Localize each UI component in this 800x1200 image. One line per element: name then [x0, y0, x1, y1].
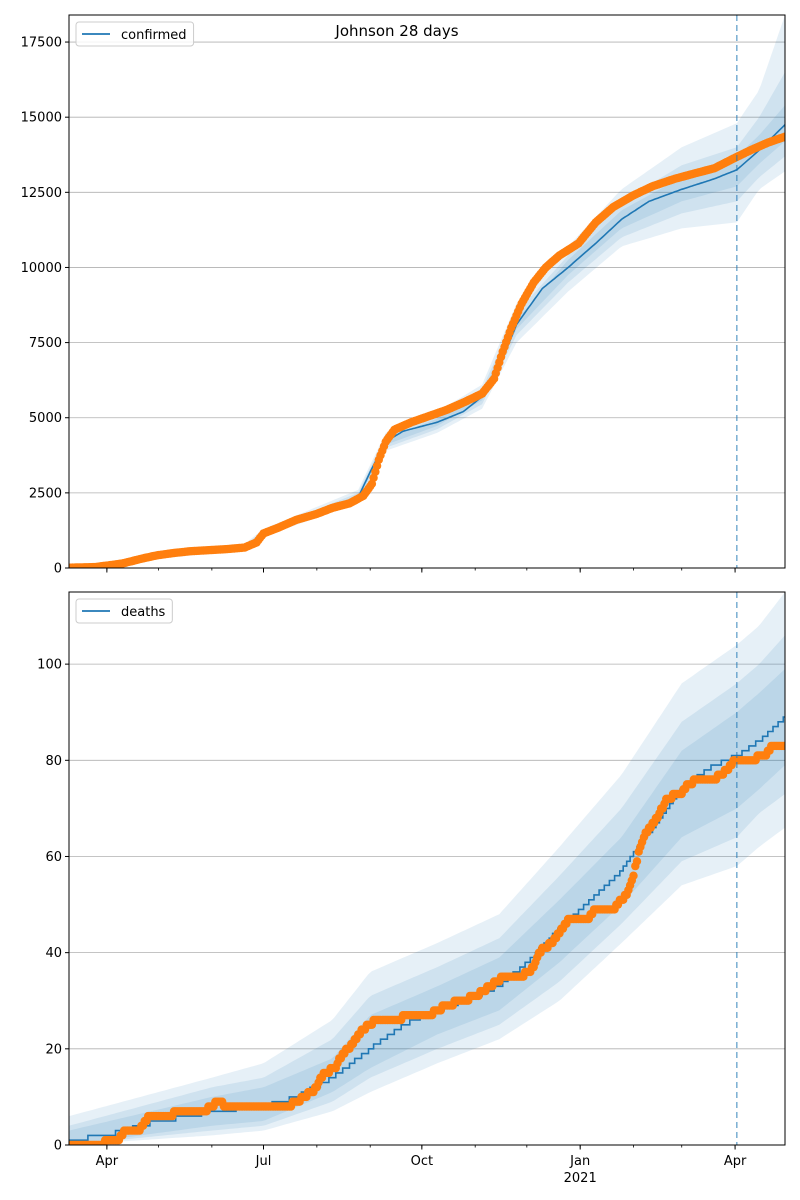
- confirmed-panel: 0 2500 5000 7500 10000 12500 15000 17500 confirm…: [21, 14, 786, 577]
- plot-area: [69, 15, 785, 568]
- observed-point: [780, 132, 785, 141]
- x-tick-label: Apr: [96, 1154, 119, 1169]
- x-tick-label: Apr: [724, 1154, 747, 1169]
- y-tick-label: 2500: [29, 486, 62, 501]
- legend-label: deaths: [121, 605, 166, 620]
- y-tick-label: 7500: [29, 336, 62, 351]
- y-tick-label: 10000: [21, 261, 62, 276]
- deaths-panel: 0 20 40 60 80 100 Apr Jul Oct Jan 2021 Apr deaths: [37, 591, 786, 1186]
- figure-title: Johnson 28 days: [334, 22, 458, 40]
- y-tick-label: 20: [45, 1042, 62, 1057]
- y-tick-label: 15000: [21, 111, 62, 126]
- observed-point: [632, 857, 642, 866]
- axes-frame: [68, 14, 786, 569]
- axes-frame: [68, 591, 786, 1146]
- x-tick-label: Oct: [411, 1154, 433, 1169]
- y-tick-label: 5000: [29, 411, 62, 426]
- y-tick-label: 0: [54, 1139, 62, 1154]
- x-tick-label: Jan: [569, 1154, 590, 1169]
- y-tick-label: 40: [45, 946, 62, 961]
- y-tick-label: 0: [54, 562, 62, 577]
- y-tick-label: 17500: [21, 36, 62, 51]
- band-outer: [69, 592, 785, 1145]
- band-middle: [69, 72, 785, 568]
- legend: deaths: [75, 598, 173, 624]
- x-tick-label: Jul: [255, 1154, 272, 1169]
- y-tick-label: 100: [37, 658, 62, 673]
- band-middle: [69, 635, 785, 1145]
- plot-area: [69, 592, 785, 1145]
- band-outer: [69, 15, 785, 568]
- x-tick-sublabel: 2021: [564, 1171, 597, 1186]
- y-tick-label: 12500: [21, 186, 62, 201]
- legend: confirmed: [75, 21, 195, 47]
- observed-point: [780, 741, 785, 751]
- y-tick-label: 80: [45, 754, 62, 769]
- legend-label: confirmed: [121, 28, 187, 43]
- y-tick-label: 60: [45, 850, 62, 865]
- legend-box: [75, 21, 195, 47]
- model-line-confirmed: [69, 124, 785, 568]
- legend-box: [75, 598, 173, 624]
- observed-point: [629, 871, 638, 880]
